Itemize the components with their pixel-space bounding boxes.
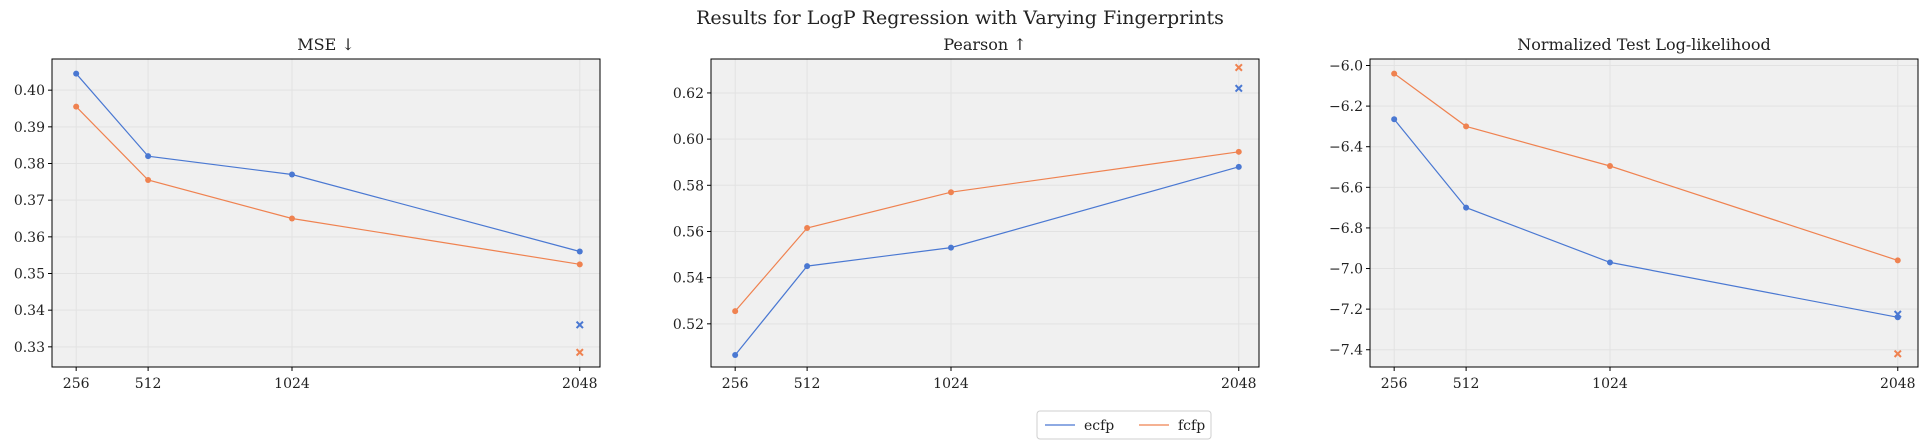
point-ecfp [576,248,583,255]
point-ecfp [1391,116,1398,123]
point-ecfp [73,70,80,77]
x-marker-stroke [1234,84,1243,93]
series-line-ecfp [1393,118,1898,318]
point-fcfp [1894,257,1901,264]
ytick-label: −7.4 [1329,343,1363,359]
point-fcfp [947,189,954,196]
xtick-label: 1024 [1592,376,1628,392]
axes-frame-mse [51,58,601,368]
point-fcfp [804,225,811,232]
xtick-label: 2048 [1880,376,1916,392]
x-marker-ecfp [1893,310,1902,319]
panel-title-mse: MSE ↓ [297,35,355,54]
xtick-label: 256 [63,376,90,392]
x-marker-stroke [1893,310,1902,319]
panel-mse: 0.33 0.34 0.35 0.36 0.37 0.38 0.39 0.40 256 512 10… [14,35,601,392]
ytick-label: −6.6 [1329,180,1363,196]
point-fcfp [732,308,739,315]
legend: ecfp fcfp [1036,410,1212,440]
point-fcfp [1463,123,1470,130]
axes-frame-pearson [710,58,1260,368]
xtick-label: 2048 [1221,376,1257,392]
series-line-fcfp [1393,73,1898,261]
legend-label-fcfp: fcfp [1178,418,1205,434]
ytick-label: 0.52 [673,317,704,333]
point-ecfp [804,263,811,270]
point-ecfp [947,244,954,251]
ytick-label: −6.8 [1329,221,1363,237]
plot-area-mse [52,59,600,367]
series-line-fcfp [734,151,1239,312]
ytick-label: −6.2 [1329,99,1363,115]
legend-label-ecfp: ecfp [1084,418,1114,434]
x-marker-fcfp [1234,63,1243,72]
xtick-label: 256 [1381,376,1408,392]
x-marker-fcfp [1893,349,1902,358]
figure-title: Results for LogP Regression with Varying… [696,7,1224,29]
x-marker-stroke [1234,63,1243,72]
panel-loglik: −7.4 −7.2 −7.0 −6.8 −6.6 −6.4 −6.2 −6.0 256 512 10… [1329,35,1919,392]
x-marker-stroke [1893,349,1902,358]
point-fcfp [576,261,583,268]
xtick-label: 512 [1453,376,1480,392]
ytick-label: 0.40 [14,83,45,99]
ytick-label: 0.56 [673,224,704,240]
ytick-label: −7.2 [1329,302,1363,318]
xtick-label: 2048 [562,376,598,392]
axes-frame-loglik [1369,58,1919,368]
series-line-fcfp [75,106,580,265]
ytick-label: −6.0 [1329,58,1363,74]
ytick-label: 0.37 [14,193,45,209]
legend-box [1036,410,1212,440]
xtick-label: 512 [794,376,821,392]
series-line-ecfp [734,166,1239,356]
point-ecfp [145,153,152,160]
point-ecfp [1235,163,1242,170]
ytick-label: 0.39 [14,120,45,136]
x-marker-fcfp [575,348,584,357]
ytick-label: 0.54 [673,271,704,287]
ytick-label: 0.62 [673,86,704,102]
ytick-label: 0.33 [14,340,45,356]
x-marker-ecfp [575,320,584,329]
xtick-label: 1024 [933,376,969,392]
x-marker-stroke [575,348,584,357]
ytick-label: 0.35 [14,267,45,283]
point-ecfp [1606,259,1613,266]
ytick-label: 0.36 [14,230,45,246]
point-fcfp [1391,70,1398,77]
point-fcfp [73,103,80,110]
ytick-label: 0.58 [673,178,704,194]
ytick-label: −7.0 [1329,262,1363,278]
point-fcfp [288,215,295,222]
ytick-label: 0.60 [673,132,704,148]
plot-area-pearson [711,59,1259,367]
point-ecfp [732,351,739,358]
point-ecfp [1463,204,1470,211]
panel-pearson: 0.52 0.54 0.56 0.58 0.60 0.62 256 512 1024 2048 Pe… [673,35,1260,392]
ytick-label: 0.34 [14,303,45,319]
xtick-label: 512 [135,376,162,392]
point-fcfp [145,177,152,183]
point-fcfp [1606,162,1613,169]
point-ecfp [288,171,295,178]
xtick-label: 256 [722,376,749,392]
plot-area-loglik [1370,59,1918,367]
ytick-label: −6.4 [1329,140,1363,156]
panel-title-pearson: Pearson ↑ [943,35,1026,54]
point-fcfp [1235,148,1242,155]
xtick-label: 1024 [274,376,310,392]
x-marker-stroke [575,320,584,329]
series-line-ecfp [75,73,580,253]
panel-title-loglik: Normalized Test Log-likelihood [1517,35,1770,54]
x-marker-ecfp [1234,84,1243,93]
ytick-label: 0.38 [14,157,45,173]
